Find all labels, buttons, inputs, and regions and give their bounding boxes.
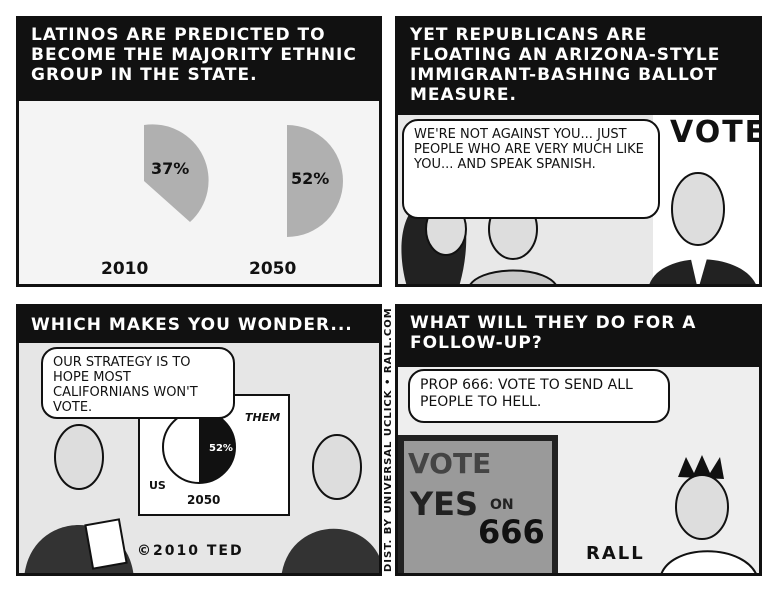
tv-screen (404, 441, 552, 573)
panel-4: What will they do for a follow-up? Prop … (395, 304, 762, 576)
panel-2-caption: Yet Republicans are floating an Arizona-… (398, 19, 759, 115)
chart-pie-them-slice (199, 411, 235, 483)
tv-on-text: ON (490, 497, 514, 513)
right-figure-suit (282, 528, 379, 573)
right-figure-head (312, 434, 362, 500)
copyright-signature: ©2010 TED (137, 543, 244, 559)
panel-1-caption: Latinos are predicted to become the majo… (19, 19, 379, 101)
left-figure-head (54, 424, 104, 490)
panel-4-drawing (398, 435, 757, 573)
viewer-body (660, 550, 757, 573)
pie-2050-value: 52% (291, 169, 330, 188)
panel-3-speech: Our strategy is to hope most Californian… (41, 347, 235, 419)
panel-3-caption: Which makes you wonder... (19, 307, 379, 343)
pie-2050-slice (287, 125, 343, 237)
chart-label-year: 2050 (187, 493, 221, 507)
politician-shirt (690, 255, 708, 284)
politician-head (671, 172, 725, 246)
tv-vote-text: VOTE (408, 447, 492, 480)
pie-2010-value: 37% (151, 159, 190, 178)
artist-signature: RALL (586, 543, 645, 564)
distribution-credit: DIST. BY UNIVERSAL UCLICK • RALL.COM (383, 307, 394, 572)
pie-2010-slice (144, 124, 209, 222)
tv-yes-text: YES (410, 485, 479, 523)
vote-sign: VOTE (670, 115, 762, 150)
tv-number-text: 666 (478, 513, 545, 551)
viewer-hair (678, 455, 724, 479)
panel-1: Latinos are predicted to become the majo… (16, 16, 382, 287)
chart-label-us: US (149, 479, 166, 492)
panel-4-speech: Prop 666: Vote to send all people to hel… (408, 369, 670, 423)
panel-4-caption: What will they do for a follow-up? (398, 307, 759, 367)
pie-2050-year: 2050 (249, 259, 297, 279)
character-man-body (469, 269, 557, 284)
chart-label-them: THEM (245, 411, 281, 424)
panel-2-speech: We're not against you... just people who… (402, 119, 660, 219)
chart-label-value: 52% (209, 443, 233, 454)
panel-2: Yet Republicans are floating an Arizona-… (395, 16, 762, 287)
pie-2010-year: 2010 (101, 259, 149, 279)
pie-2010-chart (144, 124, 343, 237)
left-figure-papers (84, 518, 128, 570)
panel-3: Which makes you wonder... Our strategy i… (16, 304, 382, 576)
viewer-head (675, 474, 729, 540)
